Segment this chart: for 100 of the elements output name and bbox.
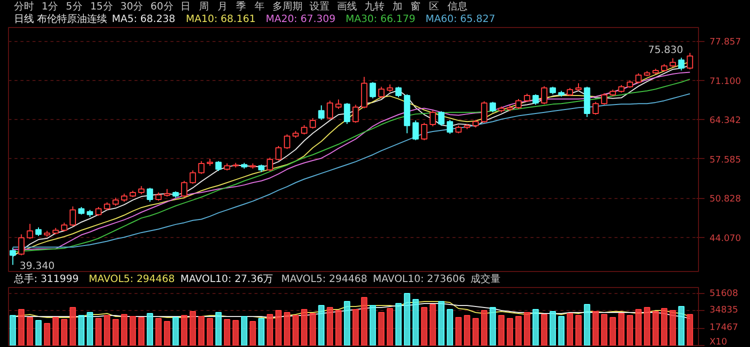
text: MA60: 65.827 [425,14,496,25]
text: 区 [429,2,440,12]
text: 分时 [14,0,34,12]
bar [344,301,350,346]
candlestick [284,134,290,150]
candlestick [532,94,539,106]
text: MA20: 67.309 [266,14,336,25]
bar [121,314,128,346]
y-tick-label: 64.342 [710,116,741,126]
bar [506,318,514,346]
chart-title: 总手: 311999 [13,273,79,285]
text: 成交量 [470,273,500,285]
text: MAVOL5: 294468 [281,274,368,285]
bar [326,307,334,346]
bar [224,319,230,346]
candlestick [70,206,76,227]
bar [464,315,470,346]
text: 60分 [150,0,174,12]
bar [52,317,59,346]
bar [670,310,676,346]
annotation: 75.830 [648,44,684,56]
candlestick [26,223,34,240]
candlestick [446,119,454,134]
text: MAVOL10: 273606 [372,274,466,285]
bar [661,308,668,346]
bar [266,314,274,346]
bar [370,305,376,346]
bar [318,305,325,346]
text: MAVOL10: 27.36万 [180,274,274,285]
candlestick [481,100,488,124]
bar [26,317,34,346]
candlestick [266,157,274,172]
text: MA5: 68.238 [112,14,176,25]
bar [446,309,454,346]
bar [104,315,110,346]
candlestick [275,146,282,162]
text: 加 [392,0,402,12]
bar [490,307,496,346]
candlestick [352,104,359,124]
bar [558,316,565,346]
bar [584,304,590,346]
candlestick [198,160,205,174]
bar [498,315,505,346]
text: MA10: 68.161 [186,14,256,25]
bar [524,312,530,346]
bar [138,317,145,346]
bar [190,311,196,346]
text: MA30: 66.179 [346,14,416,25]
candlestick [301,124,308,135]
y-tick-label: 57.585 [710,155,741,166]
bar [635,309,642,346]
bar [352,309,359,346]
bar [275,310,282,346]
bar [258,318,265,346]
bar [626,315,634,346]
bar [95,318,102,346]
bar [386,308,394,346]
candlestick [430,110,436,127]
candlestick [686,52,694,70]
candlestick [146,187,154,202]
chart-title: 日线 布伦特原油连续 [14,13,108,25]
text: 周 [199,2,210,12]
bar [172,317,179,346]
candlestick [490,101,496,113]
text: 多周期 [272,0,303,12]
candlestick [378,86,385,99]
bar [292,315,299,346]
bar [206,318,214,346]
bar [250,321,256,346]
bar [610,317,616,346]
bar [404,293,410,346]
candlestick [335,99,342,110]
bar [678,306,685,346]
bar [515,316,522,346]
candlestick [678,57,685,71]
bar [550,311,556,346]
y-tick-label: 71.100 [710,76,742,87]
text: 月 [218,2,228,12]
text: MAVOL5: 294468 [88,274,175,285]
bar [232,320,239,346]
bar [18,309,25,346]
text: 信息 [448,0,468,12]
bar [481,310,488,346]
candlestick [318,104,325,120]
bar [430,304,436,346]
y-tick-label: X10 [710,338,728,347]
text: 5分 [66,0,82,12]
y-tick-label: 17467 [710,323,738,334]
bar [472,318,479,346]
y-tick-label: 50.828 [710,194,742,205]
candlestick [215,160,222,172]
bar [335,310,342,346]
candlestick [10,247,16,266]
bar [618,313,625,346]
bar [455,317,462,346]
candlestick [361,76,368,109]
candlestick [412,120,419,141]
text: 1分 [42,0,58,12]
bar [644,307,650,346]
candlestick [395,86,402,98]
